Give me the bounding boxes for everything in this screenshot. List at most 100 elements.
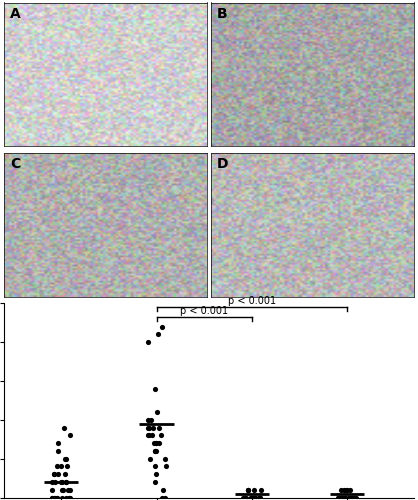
Point <box>62 454 69 462</box>
Point <box>163 462 169 470</box>
Point <box>152 384 158 392</box>
Point <box>251 486 257 494</box>
Point <box>51 470 58 478</box>
Point <box>342 494 348 500</box>
Point <box>66 494 73 500</box>
Point <box>158 494 165 500</box>
Point <box>63 478 70 486</box>
Point <box>153 439 159 447</box>
Point <box>51 494 58 500</box>
Point <box>240 494 246 500</box>
Point <box>153 439 159 447</box>
Point <box>58 478 64 486</box>
Text: C: C <box>10 157 20 171</box>
Point <box>340 494 347 500</box>
Point <box>147 454 154 462</box>
Point <box>351 494 358 500</box>
Point <box>60 424 67 432</box>
Point <box>54 494 61 500</box>
Point <box>346 494 352 500</box>
Point <box>148 416 155 424</box>
Point <box>156 439 163 447</box>
Point <box>64 462 71 470</box>
Point <box>248 494 255 500</box>
Point <box>51 494 58 500</box>
Point <box>162 494 168 500</box>
Text: A: A <box>10 7 21 21</box>
Point <box>145 432 152 440</box>
Point <box>342 494 349 500</box>
Point <box>149 432 155 440</box>
Point <box>334 494 341 500</box>
Point <box>162 454 169 462</box>
Point <box>49 494 56 500</box>
Point <box>151 462 158 470</box>
Text: D: D <box>217 157 229 171</box>
Point <box>152 447 158 455</box>
Point <box>55 447 61 455</box>
Point <box>250 494 257 500</box>
Point <box>257 494 263 500</box>
Point <box>67 494 74 500</box>
Point <box>250 494 257 500</box>
Point <box>252 494 258 500</box>
Point <box>65 486 71 494</box>
Point <box>158 432 164 440</box>
Point <box>54 462 61 470</box>
Point <box>63 494 69 500</box>
Point <box>156 424 163 432</box>
Point <box>51 478 58 486</box>
Text: p < 0.001: p < 0.001 <box>180 306 228 316</box>
Point <box>349 494 356 500</box>
Point <box>49 478 56 486</box>
Point <box>334 494 341 500</box>
Text: B: B <box>217 7 228 21</box>
Point <box>62 454 69 462</box>
Point <box>352 494 358 500</box>
Point <box>257 486 264 494</box>
Point <box>159 322 166 330</box>
Point <box>48 486 55 494</box>
Point <box>338 486 345 494</box>
Point <box>54 470 61 478</box>
Point <box>341 486 347 494</box>
Point <box>347 494 354 500</box>
Point <box>248 494 255 500</box>
Point <box>342 494 348 500</box>
Point <box>344 486 351 494</box>
Text: p < 0.001: p < 0.001 <box>228 296 276 306</box>
Point <box>55 439 61 447</box>
Point <box>66 486 73 494</box>
Point <box>352 494 358 500</box>
Point <box>338 494 345 500</box>
Point <box>66 494 72 500</box>
Point <box>59 494 65 500</box>
Point <box>144 432 151 440</box>
Point <box>256 494 263 500</box>
Point <box>159 486 166 494</box>
Point <box>346 494 352 500</box>
Point <box>249 494 255 500</box>
Point <box>347 494 353 500</box>
Point <box>152 447 158 455</box>
Point <box>351 494 357 500</box>
Point <box>144 424 151 432</box>
Point <box>256 494 263 500</box>
Point <box>245 486 252 494</box>
Point <box>347 486 353 494</box>
Point <box>252 494 258 500</box>
Point <box>255 494 262 500</box>
Point <box>247 494 254 500</box>
Point <box>251 494 258 500</box>
Point <box>150 424 156 432</box>
Point <box>342 486 349 494</box>
Point <box>59 478 66 486</box>
Point <box>67 432 74 440</box>
Point <box>243 494 250 500</box>
Point <box>51 470 57 478</box>
Point <box>146 424 153 432</box>
Point <box>145 416 151 424</box>
Point <box>240 494 247 500</box>
Point <box>245 486 251 494</box>
Point <box>59 486 65 494</box>
